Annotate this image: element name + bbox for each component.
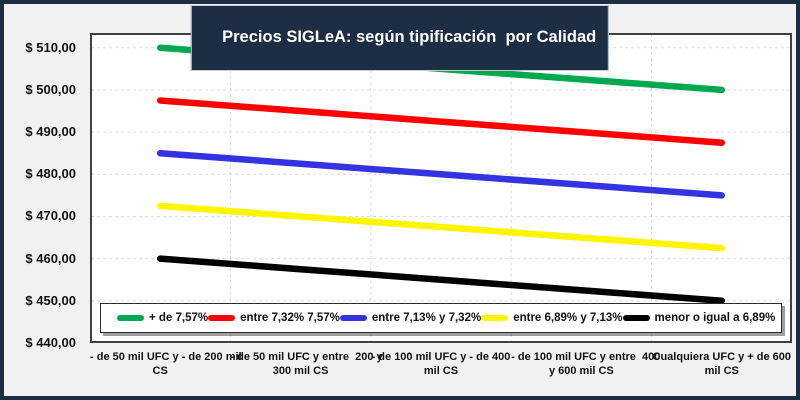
y-tick-label: $ 480,00 [25, 166, 76, 182]
legend-marker [481, 315, 509, 321]
chart-title: Precios SIGLeA: según tipificación por C… [190, 5, 610, 71]
legend-label: entre 7,13% y 7,32% [371, 312, 482, 324]
x-tick-label-line: - de 50 mil UFC y - de 200 mil [90, 351, 242, 363]
plot-area: + de 7,57% entre 7,32% 7,57% entre 7,13% y… [90, 33, 792, 343]
y-tick-label: $ 440,00 [25, 335, 76, 350]
x-tick-label: Cualquiera UFC y + de 600 mil CS [652, 348, 792, 396]
legend-marker [339, 315, 367, 321]
legend: + de 7,57% entre 7,32% 7,57% entre 7,13% y… [100, 303, 782, 333]
legend-item: entre 7,32% 7,57% [208, 312, 340, 324]
legend-item: menor o igual a 6,89% [622, 312, 776, 324]
legend-marker [208, 315, 236, 321]
x-tick-label: - de 50 mil UFC y entre 200 y 300 mil CS [230, 348, 383, 396]
x-tick-label-line: - de 50 mil UFC y entre 200 y [230, 351, 383, 363]
series-line-4 [156, 255, 726, 305]
x-tick-label-line: y 600 mil CS [548, 364, 614, 377]
y-tick-label: $ 490,00 [25, 124, 76, 140]
y-tick-label: $ 450,00 [25, 292, 76, 308]
x-tick-label-line: Cualquiera UFC y + de 600 [652, 351, 791, 363]
series-line-1 [156, 97, 726, 146]
x-tick-label-line: 300 mil CS [272, 364, 329, 377]
legend-item: entre 7,13% y 7,32% [339, 312, 482, 324]
x-tick-label-line: mil CS [704, 364, 739, 377]
series-line-2 [156, 149, 726, 199]
legend-label: entre 7,32% 7,57% [240, 312, 340, 324]
x-tick-label: - de 100 mil UFC y - de 400 mil CS [371, 348, 511, 396]
x-tick-label-line: mil CS [423, 364, 459, 377]
legend-item: + de 7,57% [117, 312, 208, 324]
x-tick-label-line: - de 100 mil UFC y entre 400 [511, 351, 661, 363]
x-tick-label-line: CS [152, 364, 168, 377]
series-line-3 [156, 202, 726, 252]
y-tick-label: $ 500,00 [25, 81, 76, 97]
legend-item: entre 6,89% y 7,13% [481, 312, 623, 324]
y-tick-label: $ 470,00 [25, 208, 76, 224]
x-axis: - de 50 mil UFC y - de 200 mil CS - de 50 … [90, 348, 792, 396]
y-tick-label: $ 510,00 [25, 39, 76, 55]
chart-canvas [90, 33, 792, 343]
legend-label: + de 7,57% [149, 312, 209, 324]
y-tick-label: $ 460,00 [25, 250, 76, 266]
x-tick-label-line: - de 100 mil UFC y - de 400 [371, 351, 511, 363]
legend-label: menor o igual a 6,89% [654, 312, 776, 324]
legend-label: entre 6,89% y 7,13% [513, 312, 623, 324]
legend-marker [622, 315, 650, 321]
legend-marker [117, 315, 144, 321]
chart-title-text: Precios SIGLeA: según tipificación por C… [222, 28, 597, 46]
x-tick-label: - de 100 mil UFC y entre 400 y 600 mil CS [511, 348, 661, 396]
x-tick-label: - de 50 mil UFC y - de 200 mil CS [90, 348, 242, 396]
